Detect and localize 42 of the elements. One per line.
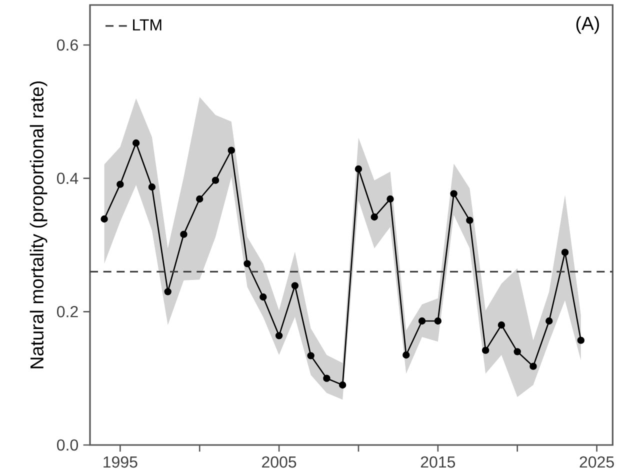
point [164,288,172,296]
point [450,190,458,198]
point [116,180,124,188]
point [323,374,330,382]
point [132,139,140,147]
point [418,317,426,325]
x-tick-label: 1995 [104,456,138,468]
point [354,165,362,173]
point [196,195,204,203]
point [370,213,378,221]
point [228,146,235,154]
y-tick-label: 0.4 [57,172,78,184]
point [514,348,521,356]
point [180,230,188,238]
point [275,332,283,340]
point [466,216,474,224]
y-axis-title: Natural mortality (proportional rate) [30,81,48,368]
point [291,282,299,290]
y-tick-label: 0.0 [57,439,78,451]
point [498,321,506,329]
point [561,248,569,256]
x-tick-label: 2015 [420,456,456,468]
point [386,195,394,203]
point [100,215,108,223]
point [260,293,267,301]
point [212,176,220,184]
point [434,317,442,325]
x-tick-label: 2005 [262,456,296,468]
annotation: (A) [576,16,599,34]
point [338,381,346,389]
point [244,260,251,268]
point [307,352,314,360]
point [482,346,490,354]
point [546,317,553,325]
point [530,362,537,370]
y-tick-label: 0.6 [57,39,78,51]
point [402,351,410,359]
legend-label: LTM [133,19,162,30]
point [577,336,584,344]
x-tick-label: 2025 [580,456,614,468]
y-tick-label: 0.2 [57,306,78,318]
point [148,183,156,191]
